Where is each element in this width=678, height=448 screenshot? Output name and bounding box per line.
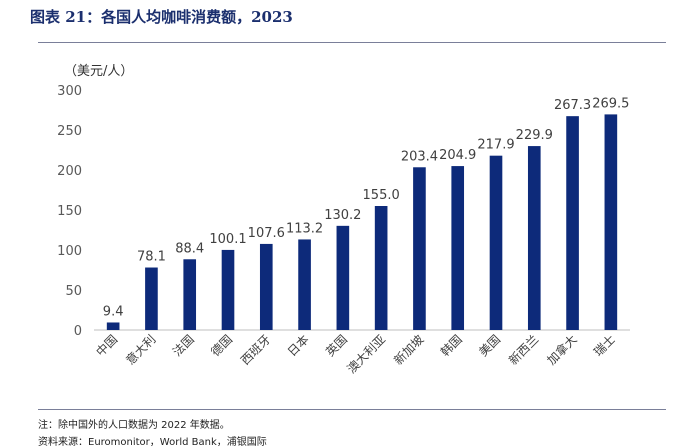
- bar-chart: 0 50 100 150 200 250 300 9.4 中国 78.1 意大利 88.4 法国 100.…: [57, 84, 630, 376]
- data-label: 107.6: [248, 226, 285, 241]
- y-tick-label: 0: [74, 324, 82, 339]
- y-tick-label: 250: [57, 124, 82, 139]
- data-label: 269.5: [592, 96, 629, 111]
- y-tick-label: 50: [65, 284, 82, 299]
- bar: [336, 225, 350, 330]
- data-label: 203.4: [401, 149, 438, 164]
- x-category-label: 法国: [170, 332, 197, 359]
- x-category-label: 澳大利亚: [344, 332, 388, 376]
- data-label: 229.9: [516, 128, 553, 143]
- bar: [374, 206, 388, 330]
- x-category-label: 韩国: [437, 332, 465, 360]
- bar: [221, 249, 235, 330]
- bar: [413, 167, 426, 330]
- bar: [489, 155, 503, 330]
- y-tick-label: 200: [57, 164, 82, 179]
- data-label: 78.1: [137, 250, 166, 265]
- x-category-label: 新西兰: [505, 332, 541, 368]
- x-category-label: 意大利: [122, 332, 158, 368]
- bar: [259, 243, 273, 330]
- bar: [106, 322, 120, 330]
- data-label: 155.0: [363, 188, 400, 203]
- x-category-label: 瑞士: [591, 332, 618, 359]
- x-category-label: 英国: [323, 332, 350, 359]
- data-label: 9.4: [103, 304, 124, 319]
- data-label: 113.2: [286, 221, 323, 236]
- x-category-label: 中国: [93, 332, 121, 360]
- bar: [566, 116, 579, 330]
- figure-title: 图表 21：各国人均咖啡消费额，2023: [30, 8, 293, 26]
- title-divider: [38, 42, 666, 43]
- y-tick-label: 100: [57, 244, 82, 259]
- x-category-label: 德国: [208, 332, 236, 360]
- footer-divider: [38, 409, 666, 410]
- bar: [604, 114, 618, 331]
- data-label: 130.2: [324, 208, 361, 223]
- bar: [145, 267, 158, 330]
- data-label: 267.3: [554, 98, 591, 113]
- data-label: 204.9: [439, 148, 476, 163]
- data-label: 217.9: [477, 138, 514, 153]
- y-tick-label: 150: [57, 204, 82, 219]
- data-label: 100.1: [209, 232, 246, 247]
- x-category-label: 新加坡: [390, 332, 426, 368]
- x-category-label: 西班牙: [238, 332, 273, 367]
- data-label: 88.4: [175, 241, 204, 256]
- bar: [183, 259, 197, 330]
- y-axis-unit-label: （美元/人）: [64, 64, 134, 79]
- bar: [527, 146, 541, 330]
- y-tick-label: 300: [57, 84, 82, 99]
- x-category-label: 日本: [285, 332, 312, 359]
- x-category-label: 美国: [476, 332, 503, 359]
- x-category-label: 加拿大: [544, 332, 580, 368]
- footnote: 注：除中国外的人口数据为 2022 年数据。: [38, 420, 230, 431]
- source-note: 资料来源：Euromonitor，World Bank，浦银国际: [38, 437, 267, 448]
- bar: [451, 166, 465, 330]
- bar: [298, 239, 311, 330]
